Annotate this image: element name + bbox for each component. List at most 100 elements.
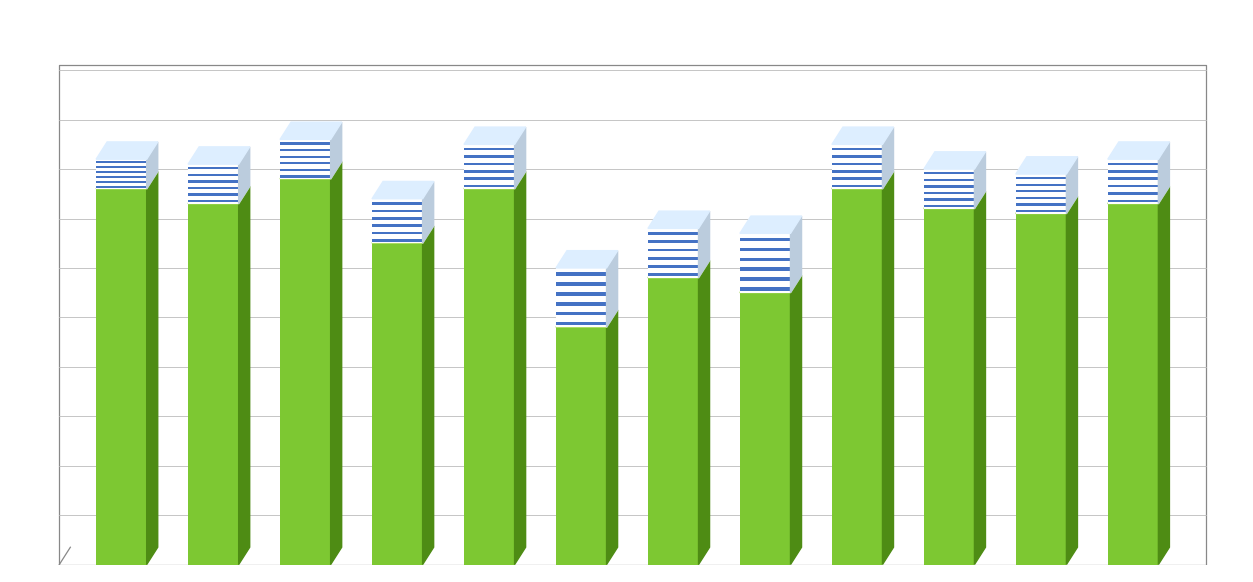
Bar xyxy=(556,292,606,296)
Bar xyxy=(1108,174,1158,182)
Bar xyxy=(832,148,882,150)
Bar xyxy=(741,238,791,242)
Bar xyxy=(281,179,331,565)
Bar xyxy=(648,240,698,243)
Bar xyxy=(832,178,882,180)
Bar xyxy=(188,173,238,176)
Polygon shape xyxy=(882,127,893,189)
Bar xyxy=(1108,204,1158,565)
Bar xyxy=(96,169,147,174)
Bar xyxy=(372,232,422,235)
Bar xyxy=(923,189,975,196)
Bar xyxy=(1108,170,1158,172)
Bar xyxy=(556,278,606,288)
Bar xyxy=(372,221,422,228)
Polygon shape xyxy=(741,275,802,293)
Polygon shape xyxy=(515,172,525,565)
Bar xyxy=(923,196,975,202)
Bar xyxy=(648,257,698,260)
Bar xyxy=(832,144,882,152)
Bar xyxy=(96,166,147,168)
Polygon shape xyxy=(975,152,985,208)
Bar xyxy=(832,152,882,159)
Polygon shape xyxy=(648,211,709,228)
Bar xyxy=(372,217,422,219)
Polygon shape xyxy=(975,191,985,565)
Bar xyxy=(1016,200,1066,207)
Polygon shape xyxy=(1066,196,1078,565)
Bar xyxy=(188,197,238,204)
Polygon shape xyxy=(923,191,985,208)
Bar xyxy=(464,148,515,150)
Bar xyxy=(1016,203,1066,205)
Bar xyxy=(281,155,331,158)
Bar xyxy=(281,175,331,178)
Bar xyxy=(1108,196,1158,204)
Bar xyxy=(188,204,238,565)
Bar xyxy=(741,293,791,565)
Bar xyxy=(188,184,238,190)
Bar xyxy=(741,263,791,273)
Bar xyxy=(648,228,698,237)
Polygon shape xyxy=(464,127,525,144)
Bar xyxy=(923,182,975,189)
Bar xyxy=(1108,185,1158,187)
Polygon shape xyxy=(238,186,249,565)
Bar xyxy=(96,179,147,184)
Polygon shape xyxy=(1158,142,1169,204)
Bar xyxy=(1016,183,1066,186)
Bar xyxy=(464,155,515,158)
Bar xyxy=(188,164,238,171)
Polygon shape xyxy=(331,162,342,565)
Bar xyxy=(464,189,515,565)
Bar xyxy=(96,189,147,565)
Polygon shape xyxy=(882,172,893,565)
Bar xyxy=(923,172,975,175)
Bar xyxy=(741,283,791,293)
Bar xyxy=(556,288,606,297)
Polygon shape xyxy=(238,147,249,204)
Bar xyxy=(96,161,147,163)
Bar xyxy=(741,268,791,271)
Bar xyxy=(1108,189,1158,196)
Polygon shape xyxy=(1066,157,1078,214)
Polygon shape xyxy=(923,152,985,169)
Bar xyxy=(1016,180,1066,187)
Polygon shape xyxy=(1158,186,1169,565)
Polygon shape xyxy=(606,310,618,565)
Bar xyxy=(832,162,882,165)
Bar xyxy=(648,237,698,245)
Polygon shape xyxy=(1016,157,1078,174)
Bar xyxy=(96,164,147,169)
Bar xyxy=(648,232,698,235)
Polygon shape xyxy=(147,172,158,565)
Bar xyxy=(832,159,882,166)
Bar xyxy=(372,228,422,236)
Polygon shape xyxy=(188,186,249,204)
Polygon shape xyxy=(741,216,802,233)
Bar xyxy=(741,288,791,290)
Bar xyxy=(741,273,791,283)
Polygon shape xyxy=(832,172,893,189)
Bar xyxy=(188,171,238,178)
Bar xyxy=(188,190,238,197)
Bar xyxy=(832,155,882,158)
Bar xyxy=(923,205,975,207)
Bar xyxy=(372,214,422,221)
Bar xyxy=(1016,194,1066,200)
Bar xyxy=(96,176,147,178)
Bar xyxy=(556,327,606,565)
Bar xyxy=(372,206,422,214)
Bar xyxy=(556,297,606,307)
Bar xyxy=(464,162,515,165)
Bar xyxy=(556,317,606,327)
Bar xyxy=(96,174,147,179)
Bar xyxy=(1108,159,1158,166)
Bar xyxy=(923,176,975,182)
Bar xyxy=(741,258,791,261)
Bar xyxy=(281,146,331,152)
Bar xyxy=(1016,174,1066,180)
Polygon shape xyxy=(281,122,342,140)
Bar xyxy=(832,185,882,187)
Polygon shape xyxy=(96,172,158,189)
